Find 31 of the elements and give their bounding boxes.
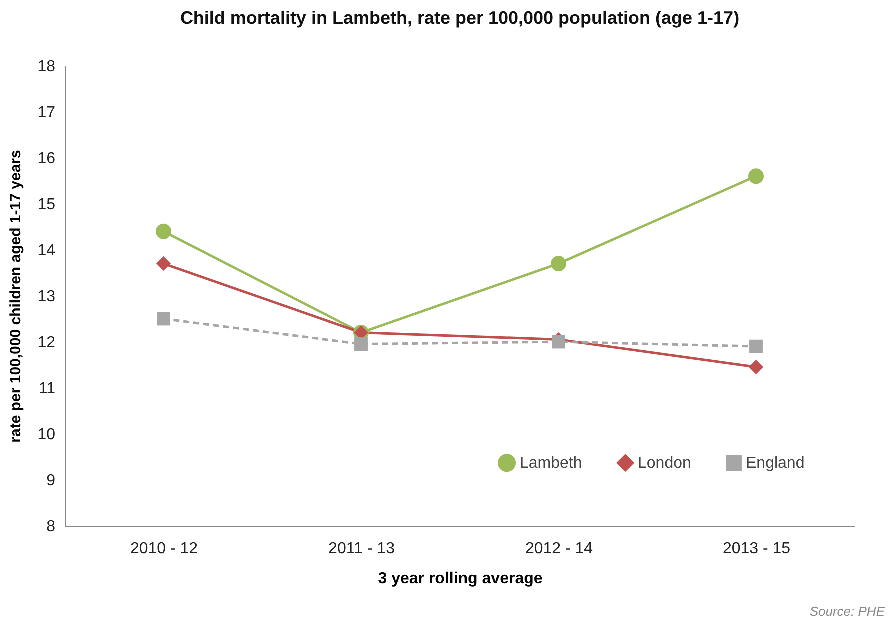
y-tick-label: 12 <box>38 334 56 352</box>
y-tick-label: 8 <box>46 518 56 536</box>
point <box>551 256 566 272</box>
x-axis-title: 3 year rolling average <box>378 570 543 588</box>
point <box>749 360 764 375</box>
y-tick-label: 15 <box>38 196 56 214</box>
y-tick-label: 17 <box>38 104 56 122</box>
x-tick-label: 2010 - 12 <box>130 540 198 558</box>
point <box>156 256 171 272</box>
point <box>156 224 172 240</box>
source-note: Source: PHE <box>810 604 885 619</box>
y-axis-title: rate per 100,000 children aged 1-17 years <box>8 150 25 443</box>
x-tick-label: 2011 - 13 <box>328 540 396 558</box>
y-tick-label: 11 <box>38 380 56 398</box>
point <box>354 338 368 352</box>
point <box>750 340 763 354</box>
y-tick-label: 13 <box>38 288 56 306</box>
y-tick-label: 16 <box>38 150 56 168</box>
legend-label: Lambeth <box>520 455 582 472</box>
chart-title: Child mortality in Lambeth, rate per 100,000 population (age 1-17) <box>180 8 740 28</box>
y-tick-label: 10 <box>38 426 56 444</box>
legend-label: England <box>746 455 805 472</box>
y-tick-label: 14 <box>38 242 56 260</box>
y-tick-label: 18 <box>38 58 56 76</box>
y-tick-label: 9 <box>46 472 56 490</box>
point <box>552 335 566 349</box>
x-tick-label: 2012 - 14 <box>525 540 594 558</box>
point <box>748 168 764 184</box>
x-tick-label: 2013 - 15 <box>722 540 791 558</box>
legend-label: London <box>638 455 692 472</box>
point <box>157 312 170 326</box>
